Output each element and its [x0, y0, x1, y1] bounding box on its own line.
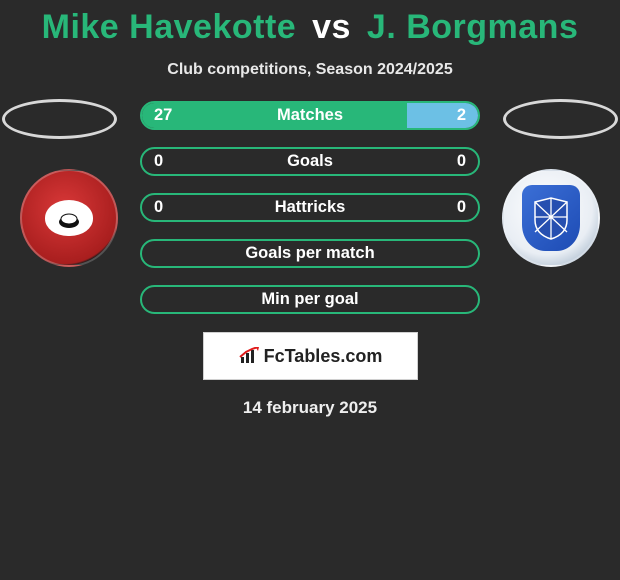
content-area: 27 Matches 2 0 Goals 0 0 Hattricks 0 Goals per ma… — [0, 101, 620, 418]
stat-value-left: 0 — [154, 198, 163, 217]
stat-value-right: 0 — [457, 152, 466, 171]
subtitle: Club competitions, Season 2024/2025 — [0, 61, 620, 79]
club-left-badge — [20, 169, 118, 267]
stat-row: 0 Hattricks 0 — [140, 193, 480, 222]
player-right-ellipse-icon — [503, 99, 618, 139]
club-right-label — [522, 185, 580, 251]
stat-label: Goals — [287, 152, 333, 171]
stat-label: Goals per match — [245, 244, 374, 263]
stat-value-left: 27 — [154, 106, 172, 125]
stat-value-right: 0 — [457, 198, 466, 217]
fctables-text: FcTables.com — [264, 346, 383, 367]
fctables-chart-icon — [238, 347, 260, 365]
player-left-name: Mike Havekotte — [42, 8, 297, 46]
vs-label: vs — [306, 8, 357, 46]
stat-label: Matches — [277, 106, 343, 125]
stat-value-left: 0 — [154, 152, 163, 171]
stat-fill-left — [142, 103, 407, 128]
stat-row: 0 Goals 0 — [140, 147, 480, 176]
club-left-label — [45, 200, 93, 236]
stat-row: Goals per match — [140, 239, 480, 268]
stat-value-right: 2 — [457, 106, 466, 125]
club-right-badge — [502, 169, 600, 267]
player-right-name: J. Borgmans — [367, 8, 578, 46]
stats-table: 27 Matches 2 0 Goals 0 0 Hattricks 0 Goals per ma… — [140, 101, 480, 314]
comparison-title: Mike Havekotte vs J. Borgmans — [0, 0, 620, 47]
stat-label: Hattricks — [275, 198, 346, 217]
fctables-logo: FcTables.com — [203, 332, 418, 380]
stat-fill-right — [407, 103, 478, 128]
stat-label: Min per goal — [261, 290, 358, 309]
date-label: 14 february 2025 — [0, 398, 620, 418]
stat-row: Min per goal — [140, 285, 480, 314]
player-left-ellipse-icon — [2, 99, 117, 139]
stat-row: 27 Matches 2 — [140, 101, 480, 130]
